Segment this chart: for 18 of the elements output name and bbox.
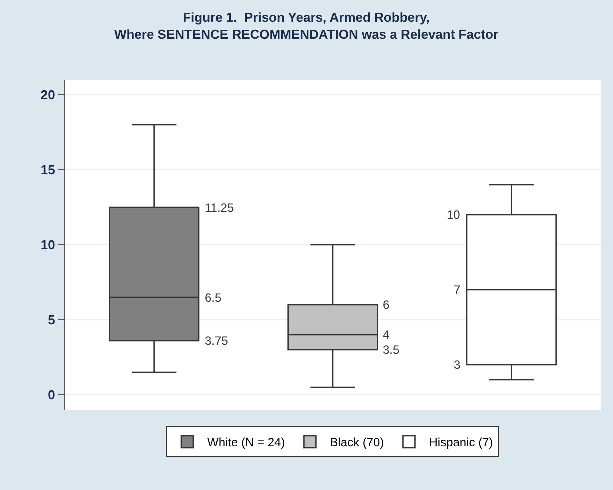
annotation: 4 (383, 328, 390, 342)
annotation: 3.5 (383, 343, 400, 357)
y-tick-label: 10 (40, 238, 56, 253)
annotation: 3.75 (205, 334, 229, 348)
annotation: 6.5 (205, 291, 222, 305)
y-tick-label: 20 (40, 88, 56, 103)
legend-label: White (N = 24) (208, 436, 286, 450)
legend-label: Black (70) (330, 436, 384, 450)
annotation: 10 (447, 208, 461, 222)
annotation: 6 (383, 298, 390, 312)
y-tick-label: 5 (48, 312, 56, 328)
y-tick-label: 0 (48, 388, 56, 403)
annotation: 11.25 (205, 201, 234, 215)
chart-title: Figure 1. Prison Years, Armed Robbery, Where SENTENCE RECOMMENDATION was a Relevant Factor (114, 10, 499, 42)
y-tick-label: 15 (40, 162, 56, 178)
annotation: 7 (454, 283, 461, 297)
annotation: 3 (454, 358, 461, 372)
legend-label: Hispanic (7) (429, 436, 494, 450)
